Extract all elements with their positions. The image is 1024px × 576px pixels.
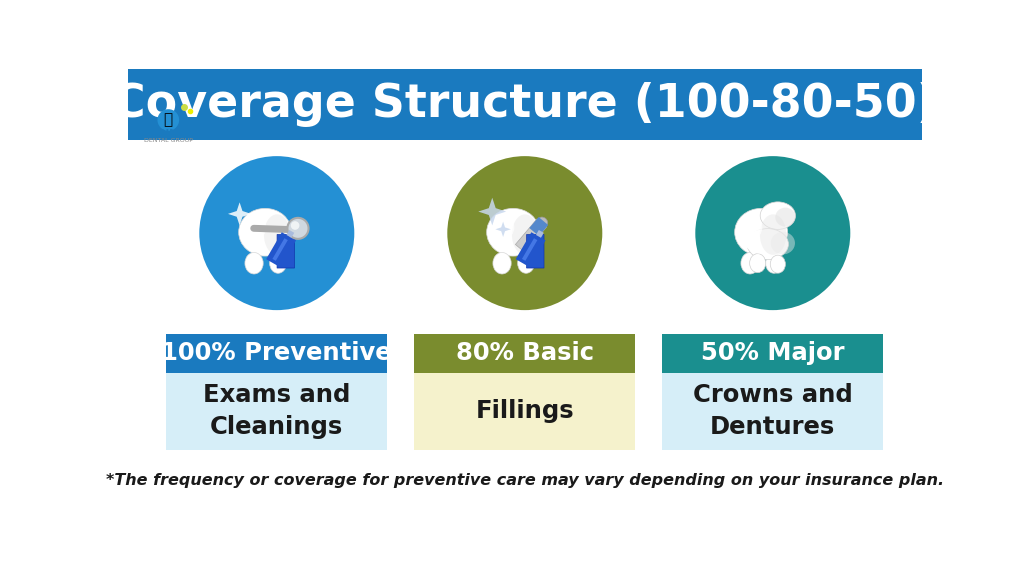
FancyBboxPatch shape	[663, 334, 884, 373]
Ellipse shape	[493, 252, 511, 274]
FancyBboxPatch shape	[526, 234, 544, 268]
Text: Fillings: Fillings	[475, 399, 574, 423]
Ellipse shape	[250, 217, 266, 238]
Text: Exams and
Cleanings: Exams and Cleanings	[203, 383, 350, 439]
Text: PRIME: PRIME	[152, 129, 185, 139]
FancyBboxPatch shape	[516, 232, 546, 267]
Text: *The frequency or coverage for preventive care may vary depending on your insura: *The frequency or coverage for preventiv…	[105, 473, 944, 488]
Ellipse shape	[744, 230, 778, 253]
Ellipse shape	[497, 230, 530, 253]
Polygon shape	[496, 222, 511, 237]
Ellipse shape	[239, 209, 292, 256]
Ellipse shape	[264, 214, 291, 255]
FancyBboxPatch shape	[415, 373, 635, 449]
Ellipse shape	[775, 207, 796, 226]
Ellipse shape	[760, 214, 786, 255]
FancyBboxPatch shape	[266, 232, 296, 267]
Text: 100% Preventive: 100% Preventive	[162, 341, 392, 365]
Ellipse shape	[741, 252, 759, 274]
Polygon shape	[228, 202, 251, 225]
FancyBboxPatch shape	[515, 219, 547, 252]
Ellipse shape	[770, 255, 785, 273]
Circle shape	[158, 109, 179, 131]
Ellipse shape	[486, 209, 540, 256]
FancyBboxPatch shape	[522, 238, 538, 261]
FancyBboxPatch shape	[272, 238, 288, 261]
FancyBboxPatch shape	[278, 234, 295, 268]
Polygon shape	[478, 198, 506, 225]
FancyBboxPatch shape	[415, 334, 635, 373]
Text: 80% Basic: 80% Basic	[456, 341, 594, 365]
Circle shape	[695, 156, 850, 310]
FancyBboxPatch shape	[166, 334, 387, 373]
Text: DENTAL GROUP: DENTAL GROUP	[143, 138, 193, 143]
Ellipse shape	[748, 229, 788, 260]
Circle shape	[291, 221, 299, 230]
FancyBboxPatch shape	[536, 230, 544, 238]
FancyBboxPatch shape	[529, 217, 548, 236]
Text: Coverage Structure (100-80-50): Coverage Structure (100-80-50)	[112, 82, 938, 127]
Ellipse shape	[734, 209, 787, 256]
Ellipse shape	[518, 253, 535, 273]
Text: 🦷: 🦷	[164, 112, 173, 127]
Text: Crowns and
Dentures: Crowns and Dentures	[693, 383, 853, 439]
Ellipse shape	[249, 230, 283, 253]
Ellipse shape	[745, 217, 762, 238]
Circle shape	[288, 218, 308, 239]
FancyBboxPatch shape	[128, 69, 922, 140]
Ellipse shape	[538, 217, 548, 226]
Text: 50% Major: 50% Major	[701, 341, 845, 365]
Ellipse shape	[269, 253, 287, 273]
Ellipse shape	[245, 252, 263, 274]
Ellipse shape	[771, 232, 795, 255]
Polygon shape	[243, 234, 257, 248]
Ellipse shape	[498, 217, 514, 238]
Ellipse shape	[512, 214, 539, 255]
Circle shape	[447, 156, 602, 310]
Ellipse shape	[760, 202, 796, 229]
FancyBboxPatch shape	[663, 373, 884, 449]
Ellipse shape	[750, 253, 766, 272]
Ellipse shape	[766, 253, 782, 273]
Circle shape	[200, 156, 354, 310]
FancyBboxPatch shape	[166, 373, 387, 449]
FancyBboxPatch shape	[287, 230, 294, 238]
